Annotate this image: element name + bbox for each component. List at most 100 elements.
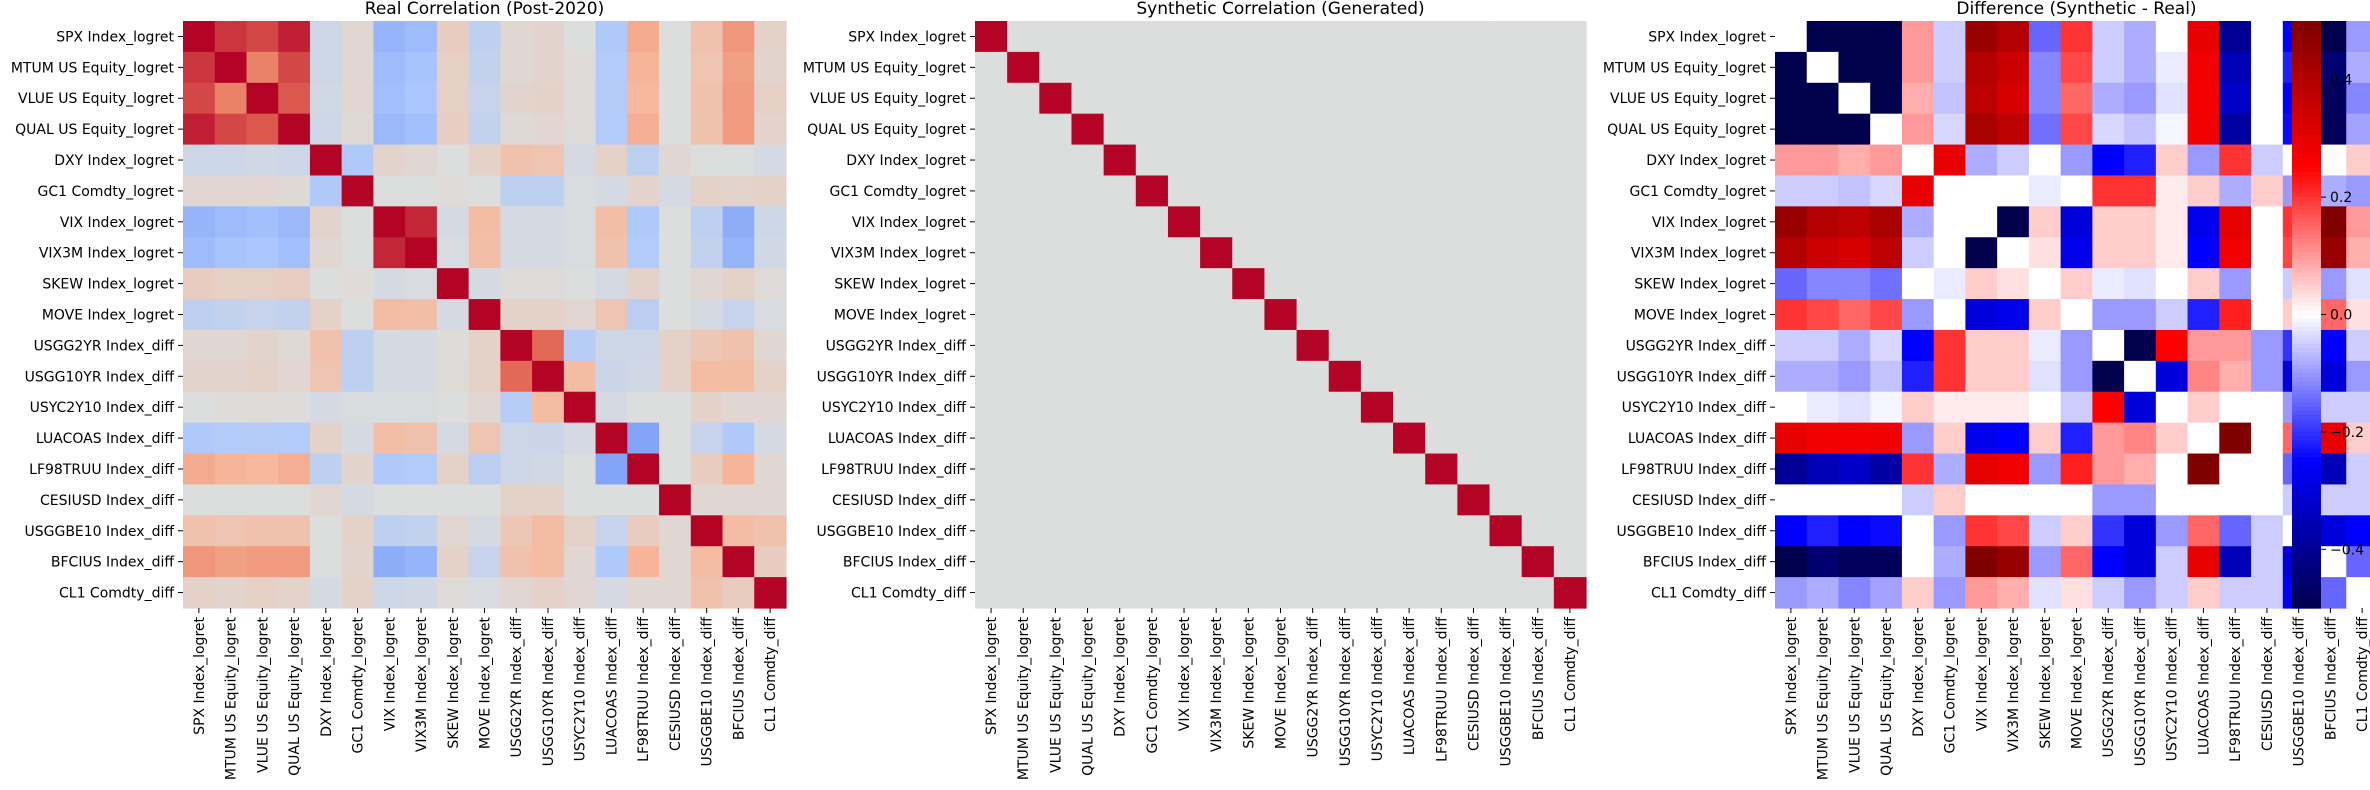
colorbar-segment [2292,134,2321,139]
heatmap-cell [1870,360,1903,393]
heatmap-cell [1135,206,1169,238]
heatmap-cell [1997,144,2030,177]
colorbar-segment [2292,440,2321,446]
heatmap-cell [183,237,216,269]
heatmap-cell [975,113,1008,146]
heatmap-cell [722,360,755,393]
heatmap-cell [1135,329,1169,362]
heatmap-cell [1933,237,1967,269]
heatmap-cell [1425,175,1458,207]
heatmap-cell [563,546,597,578]
colorbar-segment [2292,482,2321,487]
colorbar-segment [2292,280,2321,286]
x-tick-label: CL1 Comdty_diff [2355,617,2370,732]
heatmap-cell [341,329,375,362]
colorbar-segment [2292,364,2321,370]
heatmap-cell [1200,360,1233,393]
colorbar-segment [2292,79,2321,85]
heatmap-cell [563,51,597,84]
heatmap-cell [2092,453,2125,486]
heatmap-cell [1965,391,1998,424]
heatmap-cell [595,484,628,516]
heatmap-cell [722,422,755,455]
heatmap-cell [627,237,660,269]
heatmap-cell [436,453,470,486]
heatmap-cell [1870,268,1903,300]
heatmap-cell [2251,360,2284,393]
x-tick-label: SKEW Index_logret [446,616,462,748]
heatmap-cell [246,329,279,362]
heatmap-cell [2155,453,2189,486]
heatmap-cell [1775,329,1808,362]
heatmap-cell [1071,577,1105,609]
x-tick-label: USGGBE10 Index_diff [2292,617,2308,767]
heatmap-cell [341,453,375,486]
x-tick-label: USGG2YR Index_diff [509,617,525,758]
heatmap-cell [468,206,501,238]
heatmap-cell [341,21,375,53]
y-tick-label: MOVE Index_logret [834,308,967,324]
heatmap-cell [405,268,438,300]
heatmap-cell [1360,51,1394,84]
heatmap-cell [1933,113,1967,146]
heatmap-cell [2251,329,2284,362]
colorbar-segment [2292,457,2321,462]
heatmap-cell [1360,329,1394,362]
heatmap-cell [278,82,311,115]
heatmap-cell [1425,268,1458,300]
heatmap-cell [1425,546,1458,578]
heatmap-cell [1521,329,1555,362]
heatmap-cell [1997,422,2030,455]
heatmap-cell [1167,422,1201,455]
heatmap-cell [1457,82,1491,115]
heatmap-cell [2346,546,2370,578]
heatmap-cell [2028,21,2062,53]
heatmap-cell [975,51,1008,84]
heatmap-cell [595,360,628,393]
heatmap-cell [2251,21,2284,53]
heatmap-cell [2219,360,2252,393]
colorbar-segment [2292,138,2321,144]
heatmap-cell [309,515,343,547]
heatmap-cell [2060,577,2093,609]
heatmap-cell [1167,360,1201,393]
heatmap-cell [2060,515,2093,547]
colorbar-segment [2292,406,2321,412]
heatmap-cell [1039,391,1073,424]
colorbar-segment [2292,490,2321,496]
heatmap-cell [1039,237,1073,269]
heatmap-cell [1328,51,1362,84]
colorbar-segment [2292,356,2321,362]
x-tick-label: GC1 Comdty_logret [1943,616,1959,753]
y-tick-label: SKEW Index_logret [834,277,966,293]
heatmap-cell [2060,206,2093,238]
colorbar-tick-label: −0.4 [2330,542,2364,558]
colorbar-segment [2292,289,2321,295]
heatmap-cell [2155,577,2189,609]
heatmap-cell [2187,422,2220,455]
colorbar-segment [2292,473,2321,479]
heatmap-cell [2028,206,2062,238]
heatmap-cell [278,175,311,207]
heatmap-cell [563,82,597,115]
heatmap-cell [1039,21,1073,53]
heatmap-cell [1870,237,1903,269]
heatmap-cell [468,577,501,609]
heatmap-cell [1328,577,1362,609]
y-tick-label: VIX3M Index_logret [831,246,967,262]
colorbar-segment [2292,92,2321,98]
heatmap-cell [1553,484,1587,516]
heatmap-cell [436,515,470,547]
heatmap-cell [373,206,406,238]
x-tick-label: VLUE US Equity_logret [255,616,271,772]
heatmap-cell [2124,484,2157,516]
heatmap-cell [214,546,248,578]
x-tick-label: VIX Index_logret [382,616,398,731]
x-tick-label: GC1 Comdty_logret [351,616,367,753]
heatmap-cell [1933,51,1967,84]
heatmap-cell [2124,237,2157,269]
heatmap-cell [1775,144,1808,177]
colorbar-segment [2292,373,2321,378]
heatmap-cell [1071,546,1105,578]
y-tick-label: GC1 Comdty_logret [37,184,174,200]
